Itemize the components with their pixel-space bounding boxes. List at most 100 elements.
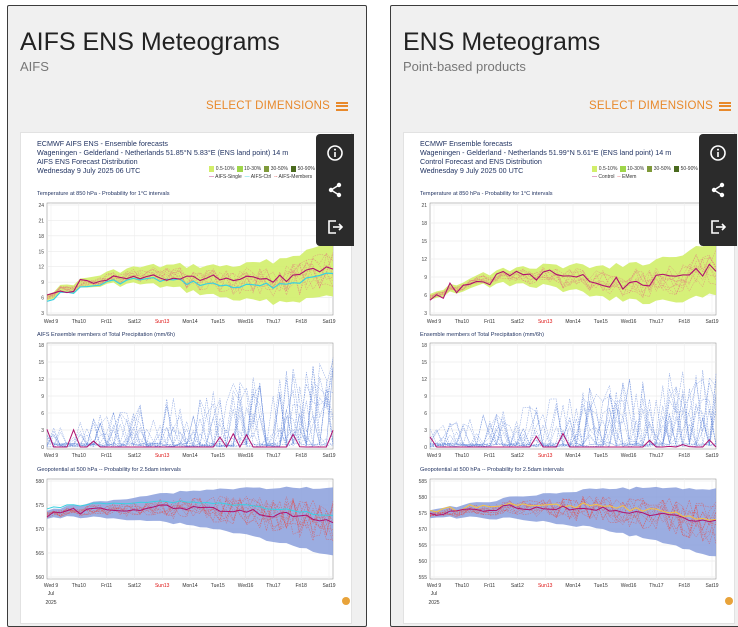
x-tick-label: Sun13 bbox=[155, 319, 170, 325]
x-tick-label: Thu17 bbox=[266, 453, 280, 459]
x-tick-label: Fri11 bbox=[484, 583, 495, 589]
panel-title-temperature: Temperature at 850 hPa - Probability for… bbox=[37, 191, 170, 197]
temperature-member-line bbox=[46, 264, 334, 296]
temperature-member-line bbox=[429, 259, 717, 300]
export-icon[interactable] bbox=[709, 218, 727, 236]
temperature-main-line bbox=[429, 263, 717, 301]
geopotential-spread-band bbox=[430, 486, 716, 557]
y-tick-label: 3 bbox=[424, 311, 427, 317]
y-tick-label: 6 bbox=[41, 411, 44, 417]
x-tick-label: Fri18 bbox=[295, 319, 307, 325]
share-icon[interactable] bbox=[326, 181, 344, 199]
temperature-member-line bbox=[46, 253, 334, 299]
precipitation-member-line bbox=[46, 391, 334, 448]
geopotential-main-line bbox=[46, 504, 334, 524]
precipitation-member-line bbox=[46, 374, 334, 448]
x-tick-label: Wed 9 bbox=[427, 453, 442, 459]
y-tick-label: 0 bbox=[424, 445, 427, 451]
select-dimensions-button[interactable]: SELECT DIMENSIONS bbox=[206, 100, 348, 112]
x-tick-label: Thu10 bbox=[455, 583, 469, 589]
legend-swatch bbox=[237, 166, 243, 172]
x-tick-label: Wed 9 bbox=[427, 583, 442, 589]
y-tick-label: 24 bbox=[38, 203, 44, 209]
card-subtitle: Point-based products bbox=[403, 59, 526, 74]
y-tick-label: 3 bbox=[41, 311, 44, 317]
card-ens: ENS Meteograms Point-based products SELE… bbox=[390, 5, 738, 627]
y-tick-label: 3 bbox=[41, 428, 44, 434]
precipitation-member-line bbox=[429, 373, 717, 448]
select-dimensions-button[interactable]: SELECT DIMENSIONS bbox=[589, 100, 731, 112]
x-tick-label: Fri18 bbox=[678, 583, 690, 589]
y-tick-label: 9 bbox=[424, 275, 427, 281]
header-line: ECMWF AIFS ENS - Ensemble forecasts bbox=[37, 139, 169, 148]
legend-swatch bbox=[646, 166, 653, 172]
card-title: ENS Meteograms bbox=[403, 28, 601, 56]
x-tick-label: Sat19 bbox=[322, 453, 335, 459]
legend-label: 0.5-10% bbox=[598, 166, 618, 172]
x-tick-label: Wed16 bbox=[621, 453, 637, 459]
header-line: Control Forecast and ENS Distribution bbox=[420, 157, 542, 166]
temperature-member-line bbox=[429, 266, 717, 299]
share-icon[interactable] bbox=[709, 181, 727, 199]
x-tick-label: Fri18 bbox=[295, 453, 307, 459]
geopotential-member-line bbox=[429, 498, 717, 530]
x-tick-label: Thu10 bbox=[72, 453, 86, 459]
info-icon[interactable] bbox=[326, 144, 344, 162]
y-tick-label: 580 bbox=[419, 495, 428, 501]
y-tick-label: 570 bbox=[419, 527, 428, 533]
x-tick-label: Thu17 bbox=[266, 319, 280, 325]
geopotential-member-line bbox=[46, 496, 334, 536]
legend-label: AIFS-Members bbox=[278, 174, 313, 180]
geopotential-member-line bbox=[46, 498, 334, 537]
panel-title-precipitation: Ensemble members of Total Precipitation … bbox=[420, 332, 544, 338]
card-aifs: AIFS ENS Meteograms AIFS SELECT DIMENSIO… bbox=[7, 5, 367, 627]
x-tick-label: Mon14 bbox=[182, 453, 198, 459]
y-tick-label: 12 bbox=[38, 265, 44, 271]
geopotential-member-line bbox=[429, 495, 717, 542]
legend: 0.5-10% 10-30% 30-50% 50-90% — AIFS-Sing… bbox=[209, 166, 315, 180]
geopotential-member-line bbox=[46, 496, 334, 540]
x-tick-label: Mon14 bbox=[182, 583, 198, 589]
x-tick-label: Wed16 bbox=[621, 319, 637, 325]
temperature-spread-band bbox=[430, 240, 716, 305]
y-tick-label: 6 bbox=[424, 293, 427, 299]
y-tick-label: 6 bbox=[424, 411, 427, 417]
month-label: Jul bbox=[48, 591, 54, 597]
y-tick-label: 15 bbox=[38, 360, 44, 366]
precipitation-main-line bbox=[46, 428, 334, 449]
year-label: 2025 bbox=[428, 600, 439, 606]
y-tick-label: 15 bbox=[421, 360, 427, 366]
temperature-member-line bbox=[429, 254, 717, 297]
legend-label: 30-50% bbox=[653, 166, 671, 172]
x-tick-label: Thu17 bbox=[649, 319, 663, 325]
temperature-member-line bbox=[429, 249, 717, 297]
precipitation-member-line bbox=[429, 379, 717, 448]
legend-label: 50-90% bbox=[297, 166, 315, 172]
precipitation-member-line bbox=[46, 367, 334, 447]
month-label: Jul bbox=[431, 591, 437, 597]
side-toolbar bbox=[316, 134, 354, 246]
x-tick-label: Thu17 bbox=[266, 583, 280, 589]
x-tick-label: Sat12 bbox=[128, 453, 141, 459]
x-tick-label: Tue15 bbox=[594, 453, 608, 459]
temperature-member-line bbox=[429, 255, 717, 297]
y-tick-label: 560 bbox=[419, 559, 428, 565]
precipitation-member-line bbox=[429, 393, 717, 448]
y-tick-label: 575 bbox=[36, 503, 45, 509]
geopotential-member-line bbox=[429, 495, 717, 536]
info-icon[interactable] bbox=[709, 144, 727, 162]
x-tick-label: Fri11 bbox=[484, 319, 495, 325]
x-tick-label: Fri18 bbox=[678, 319, 690, 325]
y-tick-label: 575 bbox=[419, 511, 428, 517]
y-tick-label: 0 bbox=[41, 445, 44, 451]
export-icon[interactable] bbox=[326, 218, 344, 236]
x-tick-label: Fri11 bbox=[484, 453, 495, 459]
meteogram-header: ECMWF Ensemble forecasts Wageningen - Ge… bbox=[420, 139, 671, 175]
y-tick-label: 560 bbox=[36, 575, 45, 581]
y-tick-label: 585 bbox=[419, 479, 428, 485]
temperature-member-line bbox=[46, 257, 334, 299]
x-tick-label: Thu10 bbox=[72, 319, 86, 325]
precipitation-member-line bbox=[429, 377, 717, 448]
legend: 0.5-10% 10-30% 30-50% 50-90% — Control -… bbox=[592, 166, 698, 180]
